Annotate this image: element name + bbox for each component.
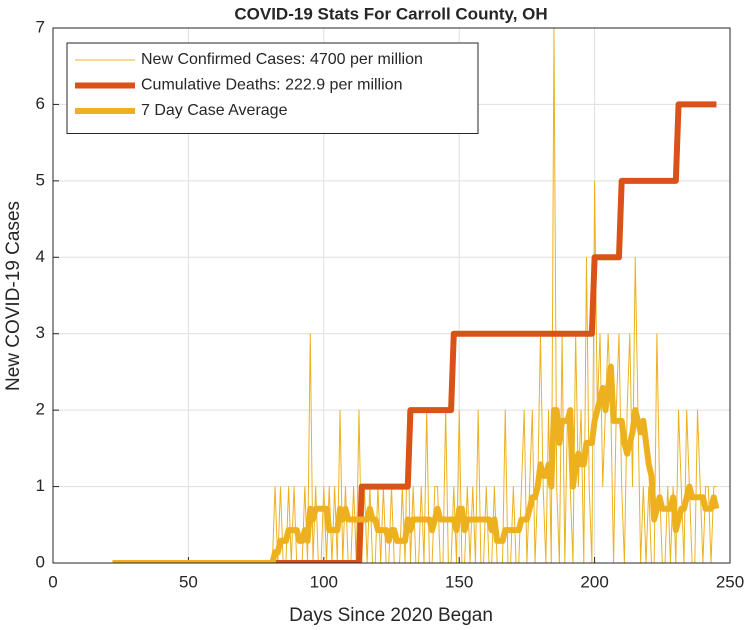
legend-label: New Confirmed Cases: 4700 per million [141,51,423,68]
data-line [112,101,717,563]
legend-label: 7 Day Case Average [141,102,288,119]
y-tick-label: 5 [36,170,45,189]
data-line [112,363,720,563]
y-tick-label: 3 [36,323,45,342]
y-axis-label: New COVID-19 Cases [3,201,24,391]
legend-box [66,42,479,134]
axes-box [52,27,731,564]
y-tick-label: 4 [36,247,45,266]
legend: New Confirmed Cases: 4700 per million Cum… [66,42,479,134]
y-tick-label: 7 [36,17,45,36]
x-axis-label: Days Since 2020 Began [289,605,493,626]
y-tick-label: 0 [36,552,45,571]
x-tick-label: 50 [179,572,198,591]
y-tick-label: 1 [36,476,45,495]
x-tick-label: 150 [445,572,473,591]
x-tick-label: 250 [716,572,744,591]
x-tick-label: 100 [310,572,338,591]
y-tick-label: 2 [36,400,45,419]
x-tick-label: 0 [48,572,57,591]
x-tick-label: 200 [580,572,608,591]
chart-title: COVID-19 Stats For Carroll County, OH [234,4,547,23]
y-tick-label: 6 [36,94,45,113]
legend-label: Cumulative Deaths: 222.9 per million [141,77,402,94]
